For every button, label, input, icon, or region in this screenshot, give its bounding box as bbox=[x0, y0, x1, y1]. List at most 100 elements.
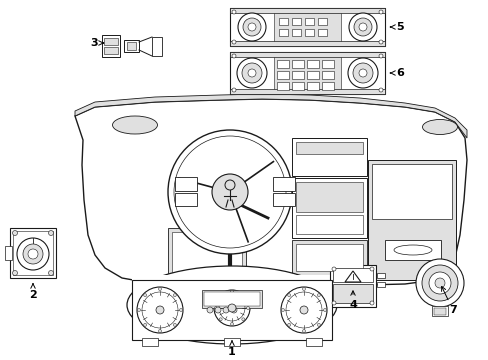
Bar bbox=[10, 228, 56, 278]
Text: 5: 5 bbox=[389, 22, 403, 32]
Text: 7: 7 bbox=[441, 287, 456, 315]
Circle shape bbox=[48, 230, 53, 235]
Circle shape bbox=[143, 294, 146, 297]
Bar bbox=[124, 40, 139, 52]
Circle shape bbox=[378, 88, 382, 92]
Bar bbox=[102, 35, 120, 57]
Circle shape bbox=[214, 306, 217, 310]
Circle shape bbox=[287, 323, 290, 327]
Circle shape bbox=[378, 54, 382, 58]
Bar bbox=[276, 60, 288, 68]
Bar bbox=[276, 82, 288, 90]
Circle shape bbox=[348, 13, 376, 41]
Circle shape bbox=[247, 69, 256, 77]
Bar bbox=[332, 268, 372, 282]
Bar bbox=[273, 13, 340, 41]
Circle shape bbox=[369, 301, 373, 305]
Bar bbox=[305, 338, 321, 346]
Bar bbox=[317, 18, 326, 25]
Bar bbox=[5, 246, 12, 260]
Polygon shape bbox=[75, 99, 466, 293]
Bar bbox=[376, 273, 384, 278]
Bar bbox=[132, 275, 331, 340]
Circle shape bbox=[179, 309, 182, 311]
Circle shape bbox=[281, 309, 284, 311]
Text: 4: 4 bbox=[348, 291, 356, 310]
Bar bbox=[433, 308, 445, 315]
Circle shape bbox=[246, 306, 249, 310]
Bar bbox=[317, 29, 326, 36]
Circle shape bbox=[353, 18, 371, 36]
Bar bbox=[291, 82, 304, 90]
Circle shape bbox=[247, 23, 256, 31]
Text: 3: 3 bbox=[90, 38, 103, 48]
Circle shape bbox=[231, 88, 236, 92]
Circle shape bbox=[421, 265, 457, 301]
Circle shape bbox=[428, 272, 450, 294]
Bar bbox=[295, 215, 362, 234]
Circle shape bbox=[214, 290, 249, 326]
Bar bbox=[332, 284, 372, 303]
Circle shape bbox=[156, 306, 163, 314]
Text: 1: 1 bbox=[228, 341, 235, 357]
Circle shape bbox=[158, 329, 161, 333]
Circle shape bbox=[173, 294, 176, 297]
Circle shape bbox=[302, 288, 305, 291]
Bar bbox=[272, 177, 294, 191]
Circle shape bbox=[302, 329, 305, 333]
Polygon shape bbox=[75, 94, 466, 138]
Circle shape bbox=[223, 307, 228, 313]
Bar bbox=[291, 240, 366, 275]
Circle shape bbox=[281, 287, 326, 333]
Bar bbox=[132, 280, 331, 340]
Circle shape bbox=[243, 18, 261, 36]
Circle shape bbox=[369, 267, 373, 271]
Circle shape bbox=[212, 174, 247, 210]
Bar bbox=[203, 292, 260, 306]
Bar bbox=[384, 240, 440, 260]
Bar bbox=[329, 265, 375, 307]
Circle shape bbox=[158, 288, 161, 291]
Bar bbox=[172, 232, 242, 282]
Circle shape bbox=[137, 287, 183, 333]
Bar bbox=[142, 338, 158, 346]
Circle shape bbox=[231, 54, 236, 58]
Circle shape bbox=[242, 318, 244, 321]
Bar bbox=[295, 244, 362, 271]
Circle shape bbox=[415, 259, 463, 307]
Circle shape bbox=[219, 295, 222, 298]
Bar bbox=[291, 18, 301, 25]
Circle shape bbox=[13, 230, 18, 235]
Bar bbox=[367, 160, 455, 280]
Circle shape bbox=[137, 309, 140, 311]
Bar bbox=[229, 52, 384, 94]
Bar bbox=[291, 178, 366, 238]
Bar bbox=[376, 282, 384, 287]
Text: 6: 6 bbox=[389, 68, 403, 78]
Circle shape bbox=[378, 10, 382, 14]
Circle shape bbox=[143, 323, 146, 327]
Circle shape bbox=[206, 307, 213, 313]
Bar bbox=[276, 71, 288, 79]
Text: 2: 2 bbox=[29, 284, 37, 300]
Circle shape bbox=[230, 291, 233, 293]
Bar bbox=[104, 38, 118, 45]
Circle shape bbox=[238, 13, 265, 41]
Bar bbox=[305, 29, 313, 36]
Ellipse shape bbox=[422, 120, 457, 135]
Bar bbox=[291, 138, 366, 176]
Circle shape bbox=[13, 270, 18, 275]
Circle shape bbox=[242, 63, 262, 83]
Bar bbox=[202, 290, 262, 308]
Circle shape bbox=[230, 323, 233, 325]
Bar bbox=[321, 60, 333, 68]
Bar bbox=[321, 71, 333, 79]
Bar bbox=[295, 182, 362, 212]
Bar bbox=[104, 47, 118, 54]
Circle shape bbox=[227, 304, 236, 312]
Bar bbox=[431, 306, 447, 316]
Circle shape bbox=[358, 23, 366, 31]
Bar bbox=[13, 231, 53, 275]
Circle shape bbox=[331, 267, 335, 271]
Circle shape bbox=[378, 40, 382, 44]
